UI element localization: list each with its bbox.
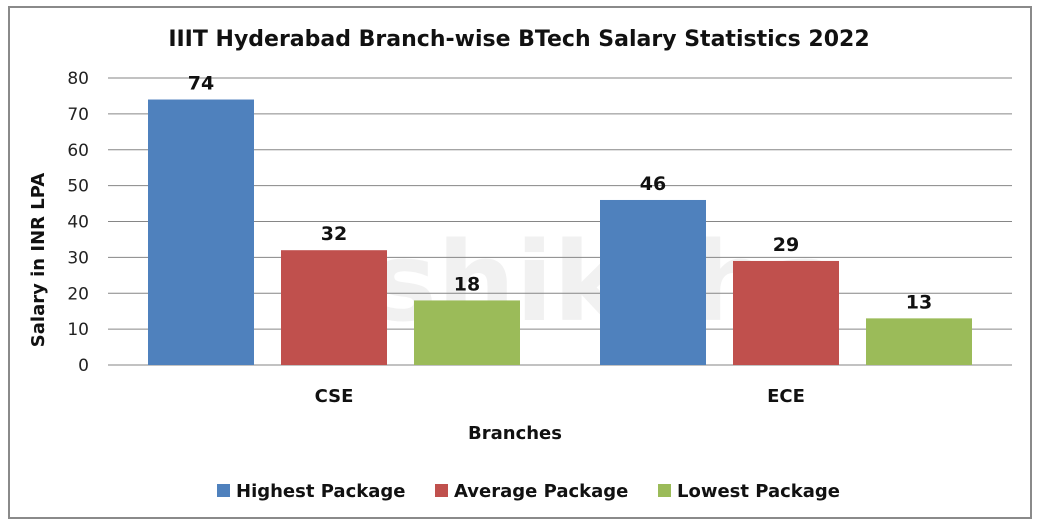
y-tick-label: 40: [67, 213, 89, 233]
bar-cse-lowest-package: [414, 300, 520, 365]
legend-label: Average Package: [454, 481, 628, 502]
data-label: 74: [188, 73, 214, 95]
legend-swatch: [658, 484, 671, 497]
data-label: 13: [906, 291, 932, 313]
legend-label: Lowest Package: [677, 481, 840, 502]
y-tick-label: 60: [67, 141, 89, 161]
legend-swatch: [217, 484, 230, 497]
x-axis-label: Branches: [468, 423, 562, 444]
y-tick-label: 0: [78, 356, 89, 376]
x-tick-label: ECE: [767, 386, 805, 407]
y-tick-label: 10: [67, 320, 89, 340]
y-tick-label: 30: [67, 248, 89, 268]
legend-item: Highest Package: [217, 481, 405, 502]
y-tick-label: 20: [67, 284, 89, 304]
y-tick-label: 80: [67, 69, 89, 89]
data-label: 18: [454, 273, 480, 295]
bar-cse-highest-package: [148, 99, 254, 366]
x-tick-label: CSE: [315, 386, 354, 407]
data-label: 32: [321, 223, 347, 245]
bar-ece-highest-package: [600, 199, 706, 365]
bar-cse-average-package: [281, 250, 387, 365]
data-label: 46: [640, 173, 666, 195]
y-axis-label: Salary in INR LPA: [28, 173, 49, 347]
legend-label: Highest Package: [236, 481, 405, 502]
bar-ece-lowest-package: [866, 318, 972, 365]
legend-item: Average Package: [435, 481, 628, 502]
chart-frame: [8, 6, 1032, 519]
data-label: 29: [773, 234, 799, 256]
y-tick-label: 70: [67, 105, 89, 125]
legend-swatch: [435, 484, 448, 497]
chart-title: IIIT Hyderabad Branch-wise BTech Salary …: [168, 27, 869, 52]
y-tick-label: 50: [67, 177, 89, 197]
legend-item: Lowest Package: [658, 481, 840, 502]
bar-ece-average-package: [733, 260, 839, 365]
